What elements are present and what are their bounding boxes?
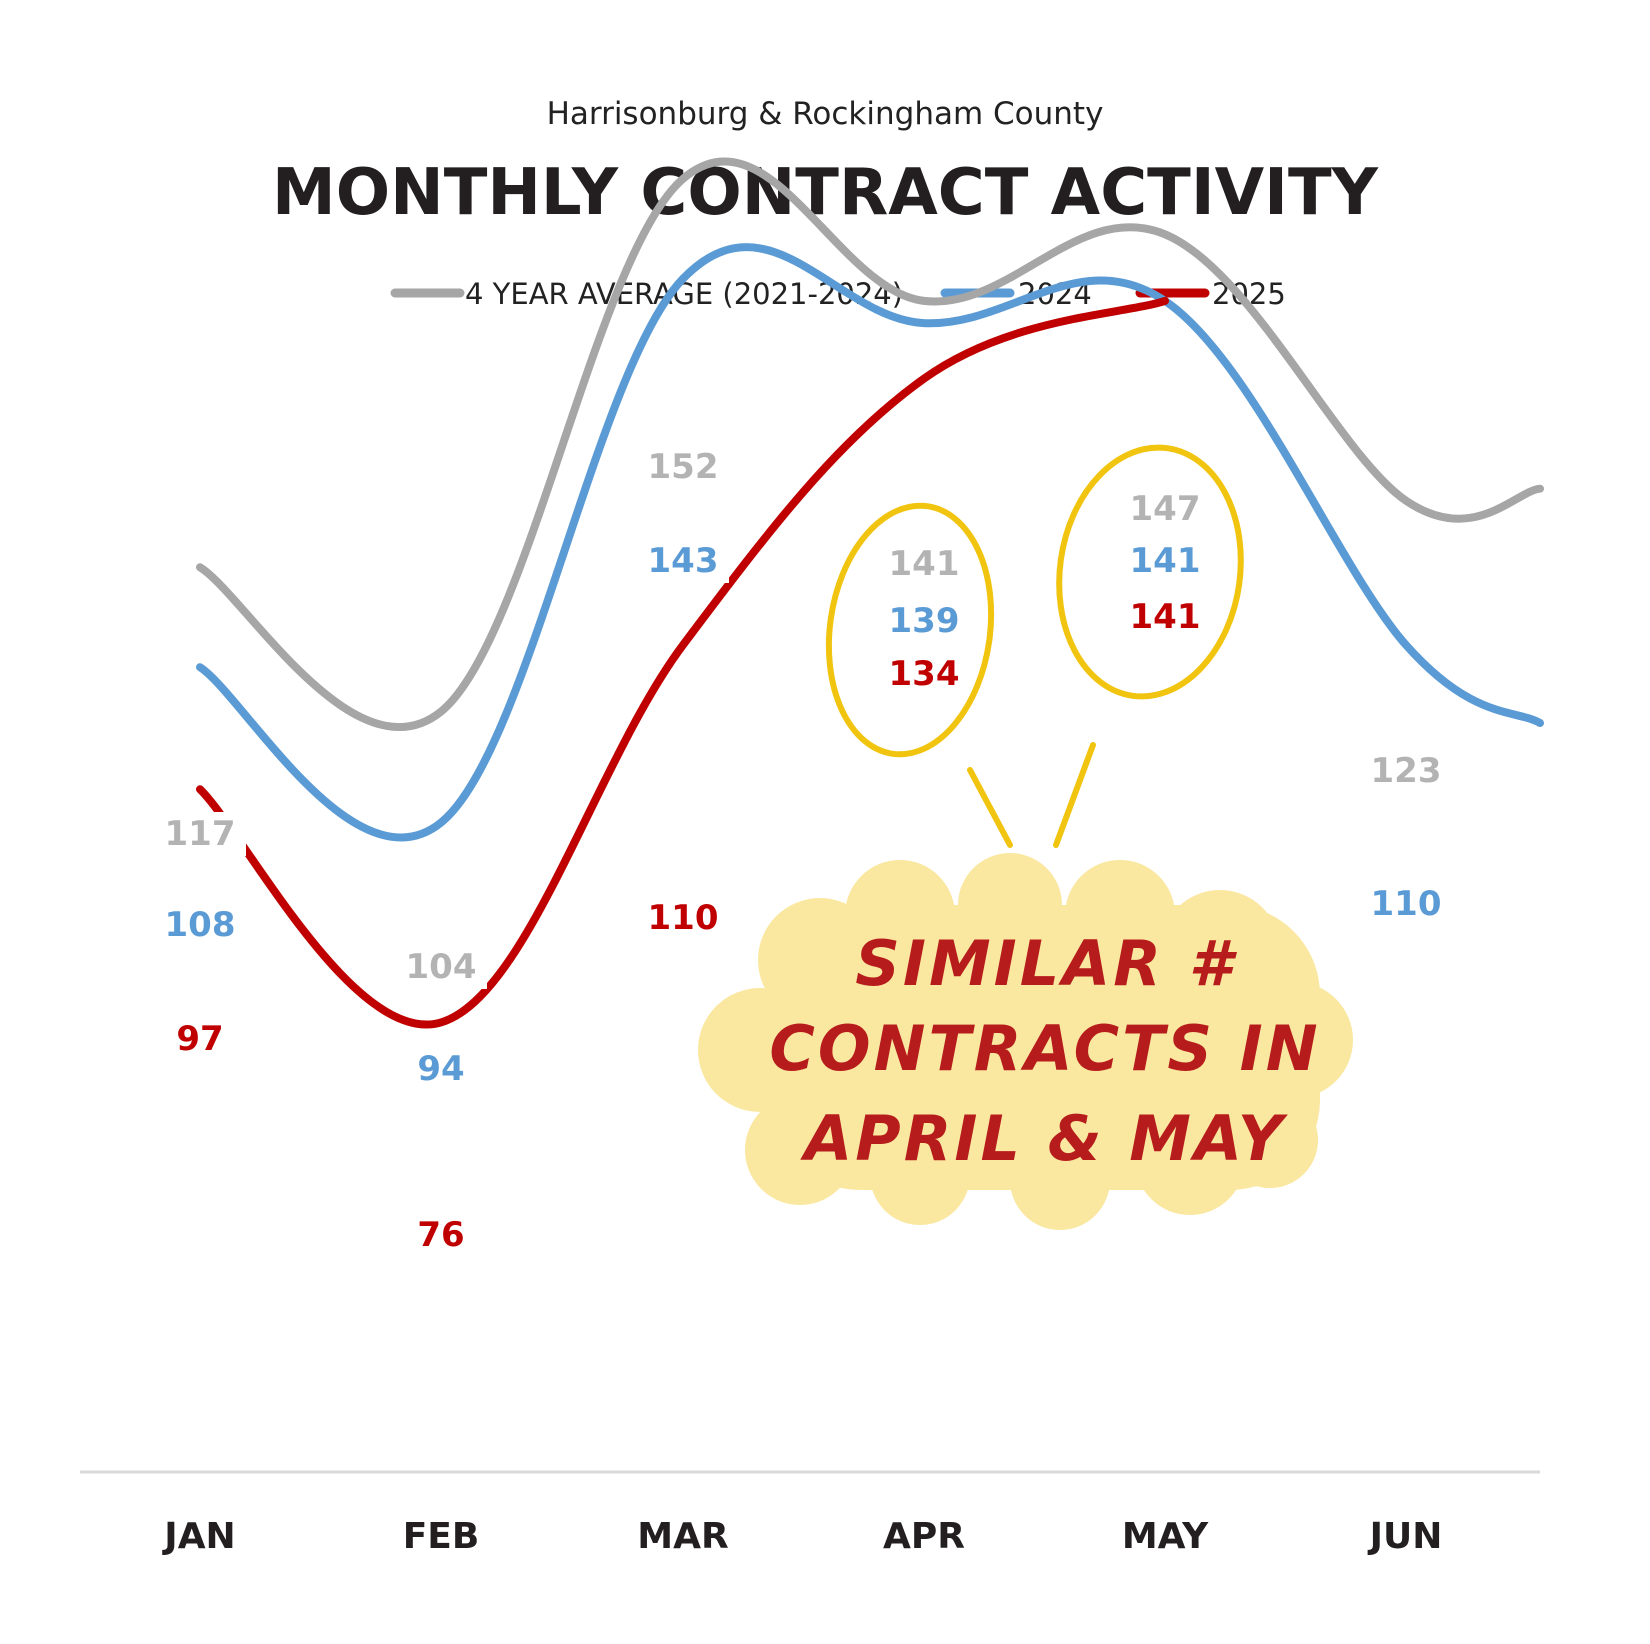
annotation-circle-may [1056, 444, 1244, 700]
data-label-0-4: 147 [1130, 489, 1201, 529]
x-tick-label-may: MAY [1122, 1516, 1209, 1557]
data-label-bg [878, 542, 970, 586]
chart-title: MONTHLY CONTRACT ACTIVITY [272, 156, 1379, 230]
data-label-2-0: 97 [176, 1019, 223, 1059]
x-tick-label-jan: JAN [161, 1516, 235, 1557]
x-tick-label-jun: JUN [1367, 1516, 1443, 1557]
chart-subtitle: Harrisonburg & Rockingham County [547, 96, 1104, 132]
data-label-0-5: 123 [1371, 751, 1442, 791]
data-label-bg [1119, 595, 1211, 639]
data-label-2-1: 76 [417, 1215, 464, 1255]
data-label-0-1: 104 [406, 947, 477, 987]
data-label-1-0: 108 [165, 905, 236, 945]
annotation-note-line-2: CONTRACTS IN [769, 1012, 1320, 1085]
data-label-bg [165, 1017, 235, 1061]
x-tick-label-feb: FEB [403, 1516, 480, 1557]
data-label-2-2: 110 [648, 898, 719, 938]
data-label-0-2: 152 [648, 447, 719, 487]
annotation-note-line-1: SIMILAR # [855, 927, 1237, 1000]
series-line-0 [196, 157, 1544, 732]
data-label-1-4: 141 [1130, 541, 1201, 581]
annotation-tick-left [967, 767, 1013, 848]
annotation-tick-right [1053, 742, 1096, 848]
data-label-bg [406, 1047, 476, 1091]
annotation-note-line-3: APRIL & MAY [799, 1102, 1289, 1175]
x-tick-label-mar: MAR [637, 1516, 728, 1557]
data-label-1-3: 139 [889, 601, 960, 641]
data-label-bg [1360, 749, 1452, 793]
x-axis-labels: JAN FEB MAR APR MAY JUN [161, 1516, 1442, 1557]
annotation-circle-apr [825, 502, 995, 758]
x-tick-label-apr: APR [883, 1516, 965, 1557]
data-label-bg [406, 1213, 476, 1257]
data-label-0-0: 117 [165, 814, 236, 854]
series-line-2 [196, 296, 1169, 1029]
annotation: SIMILAR # CONTRACTS IN APRIL & MAY [698, 444, 1353, 1230]
data-label-bg [1360, 882, 1452, 926]
data-label-1-1: 94 [417, 1049, 464, 1089]
data-label-2-3: 134 [889, 654, 960, 694]
data-label-2-4: 141 [1130, 597, 1201, 637]
series-lines [196, 157, 1544, 1029]
data-label-1-5: 110 [1371, 884, 1442, 924]
data-label-bg [637, 539, 729, 583]
data-label-bg [1119, 487, 1211, 531]
data-label-bg [154, 903, 246, 947]
data-label-bg [637, 896, 729, 940]
data-label-bg [637, 445, 729, 489]
data-labels: 117 104 152 141 147 123 108 94 143 139 141 110 97 76 1… [154, 445, 1452, 1257]
data-label-bg [1119, 539, 1211, 583]
data-label-bg [395, 945, 487, 989]
data-label-1-2: 143 [648, 541, 719, 581]
data-label-bg [154, 812, 246, 856]
annotation-highlight [698, 853, 1353, 1230]
data-label-0-3: 141 [889, 544, 960, 584]
series-line-1 [196, 243, 1544, 842]
